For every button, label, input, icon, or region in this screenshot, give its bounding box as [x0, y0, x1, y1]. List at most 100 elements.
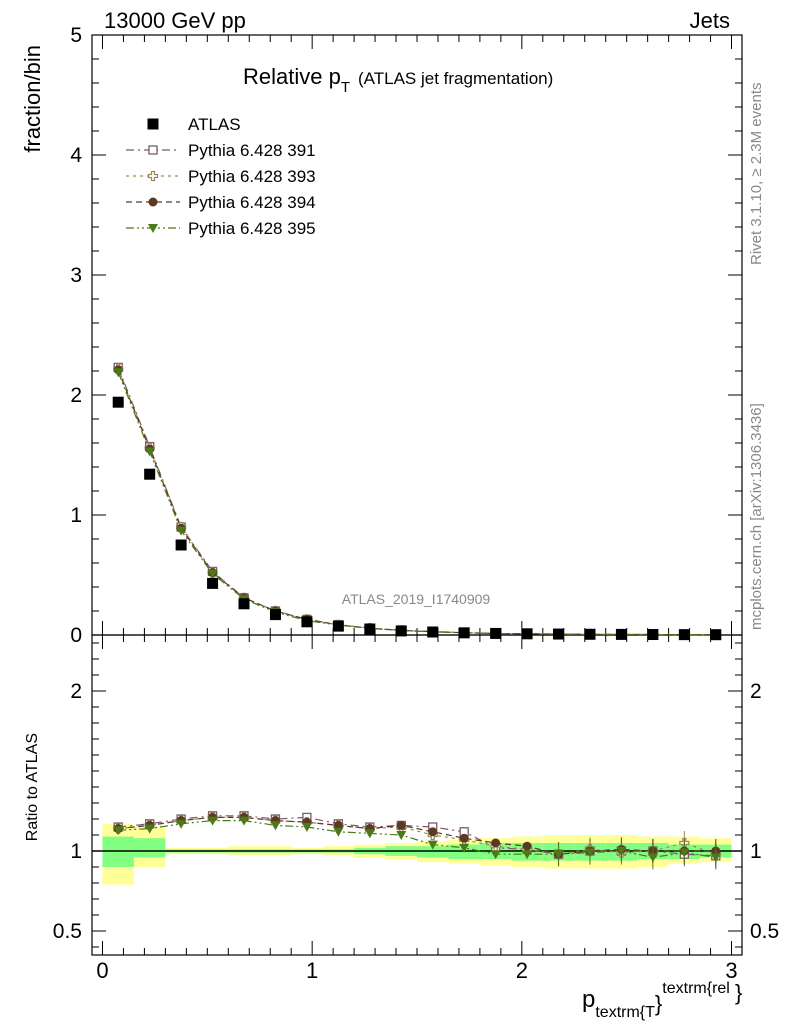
y-tick-label-top: 3: [70, 264, 82, 287]
data-marker-top: [269, 609, 281, 621]
mc-curve-ratio: [118, 815, 716, 857]
side-info-top: Rivet 3.1.10, ≥ 2.3M events: [748, 83, 765, 266]
legend-marker: [148, 224, 158, 233]
y-tick-label-ratio: 2: [70, 680, 82, 703]
legend-marker: [147, 118, 159, 130]
mc-curve-top: [117, 371, 716, 636]
data-marker-top: [395, 625, 407, 637]
data-marker-top: [710, 629, 722, 641]
mc-marker-ratio: [333, 820, 343, 830]
data-marker-top: [490, 627, 502, 639]
mc-marker-ratio: [207, 816, 218, 826]
x-axis-label-sup-brace: }: [735, 980, 742, 1005]
mc-marker-ratio: [459, 833, 469, 843]
x-axis-label-main: p: [582, 986, 595, 1013]
mc-marker-ratio: [647, 853, 658, 863]
y-tick-label-ratio-right: 0.5: [750, 920, 779, 943]
legend: ATLAS Pythia 6.428 391 Pythia 6.428 393 Pyt…: [126, 115, 316, 238]
data-marker-top: [427, 626, 439, 638]
side-info-bottom: mcplots.cern.ch [arXiv:1306.3436]: [748, 403, 765, 630]
data-marker-top: [144, 468, 156, 480]
x-tick-label: 3: [725, 958, 737, 983]
y-tick-label-top: 1: [70, 504, 82, 527]
mc-curves: [117, 367, 716, 859]
data-marker-top: [207, 577, 219, 589]
legend-marker: [147, 170, 159, 182]
y-tick-label-top: 0: [70, 624, 82, 647]
data-marker-top: [647, 629, 659, 641]
plot-title-tail: (ATLAS jet fragmentation): [358, 69, 553, 88]
data-marker-top: [521, 628, 533, 640]
mc-marker-ratio: [239, 816, 250, 826]
data-marker-top: [584, 628, 596, 640]
mc-curve-ratio: [118, 816, 716, 855]
band-green-bin: [133, 838, 166, 858]
data-marker-top: [678, 629, 690, 641]
mc-marker-ratio: [427, 840, 438, 850]
mc-marker-ratio: [333, 827, 344, 837]
mc-marker-top: [176, 526, 187, 536]
mc-marker-ratio: [301, 823, 312, 832]
ratio-uncertainty-bands: [92, 823, 742, 885]
data-marker-top: [301, 616, 313, 628]
data-markers: [112, 362, 722, 870]
mc-marker-ratio: [491, 838, 501, 848]
data-marker-top: [364, 623, 376, 635]
mc-marker-ratio: [396, 831, 407, 840]
data-marker-top: [458, 627, 470, 639]
y-tick-label-ratio-right: 2: [750, 680, 762, 703]
mc-marker-top: [207, 569, 218, 579]
header-right: Jets: [690, 8, 730, 33]
x-axis-label-sup: textrm{rel: [662, 980, 730, 997]
plot-title-main: Relative p: [243, 64, 341, 89]
plot-title-sub: T: [341, 79, 350, 96]
y-axis-label-ratio: Ratio to ATLAS: [24, 733, 41, 841]
mc-marker-ratio: [364, 829, 375, 839]
legend-marker: [148, 197, 158, 207]
band-green-bin: [417, 846, 449, 858]
mc-marker-ratio: [459, 843, 470, 853]
mc-marker-ratio: [679, 848, 690, 858]
legend-marker: [148, 145, 158, 155]
y-axis-label-top: fraction/bin: [20, 45, 45, 153]
x-axis-label: ptextrm{T}textrm{rel: [582, 980, 730, 1021]
mc-marker-top: [144, 447, 155, 457]
x-tick-label: 2: [516, 958, 528, 983]
y-tick-label-top: 5: [70, 24, 82, 47]
data-marker-top: [615, 628, 627, 640]
legend-label: Pythia 6.428 393: [188, 167, 316, 186]
y-tick-label-ratio-right: 1: [750, 840, 762, 863]
data-marker-top: [175, 539, 187, 551]
mc-marker-ratio: [176, 819, 187, 829]
legend-label: Pythia 6.428 394: [188, 193, 316, 212]
data-marker-top: [238, 598, 250, 610]
mc-marker-ratio: [270, 821, 281, 831]
mc-marker-ratio: [428, 827, 438, 837]
legend-label: Pythia 6.428 391: [188, 141, 316, 160]
mc-marker-ratio: [553, 850, 564, 860]
legend-label: ATLAS: [188, 115, 241, 134]
x-tick-label: 1: [306, 958, 318, 983]
x-tick-label: 0: [96, 958, 108, 983]
mc-curve-ratio: [118, 819, 716, 859]
legend-label: Pythia 6.428 395: [188, 219, 316, 238]
header-left: 13000 GeV pp: [104, 8, 246, 33]
x-axis-label-brace: }: [655, 991, 662, 1016]
plot-title: Relative pT (ATLAS jet fragmentation): [243, 64, 553, 96]
y-tick-label-ratio: 1: [70, 840, 82, 863]
mc-marker-ratio: [396, 820, 406, 830]
mc-marker-ratio: [584, 848, 595, 858]
ratio-panel-frame: [91, 634, 743, 956]
band-green-bin: [102, 836, 134, 867]
analysis-id: ATLAS_2019_I1740909: [342, 591, 491, 607]
x-axis-label-sub: textrm{T: [595, 1004, 655, 1021]
data-marker-top: [112, 396, 124, 408]
data-marker-top: [332, 620, 344, 632]
mc-marker-ratio: [616, 847, 627, 856]
mc-marker-ratio: [522, 841, 532, 851]
mc-marker-ratio: [490, 850, 501, 860]
y-tick-label-top: 4: [70, 144, 82, 167]
data-marker-top: [553, 628, 565, 640]
mc-marker-ratio: [113, 826, 124, 836]
